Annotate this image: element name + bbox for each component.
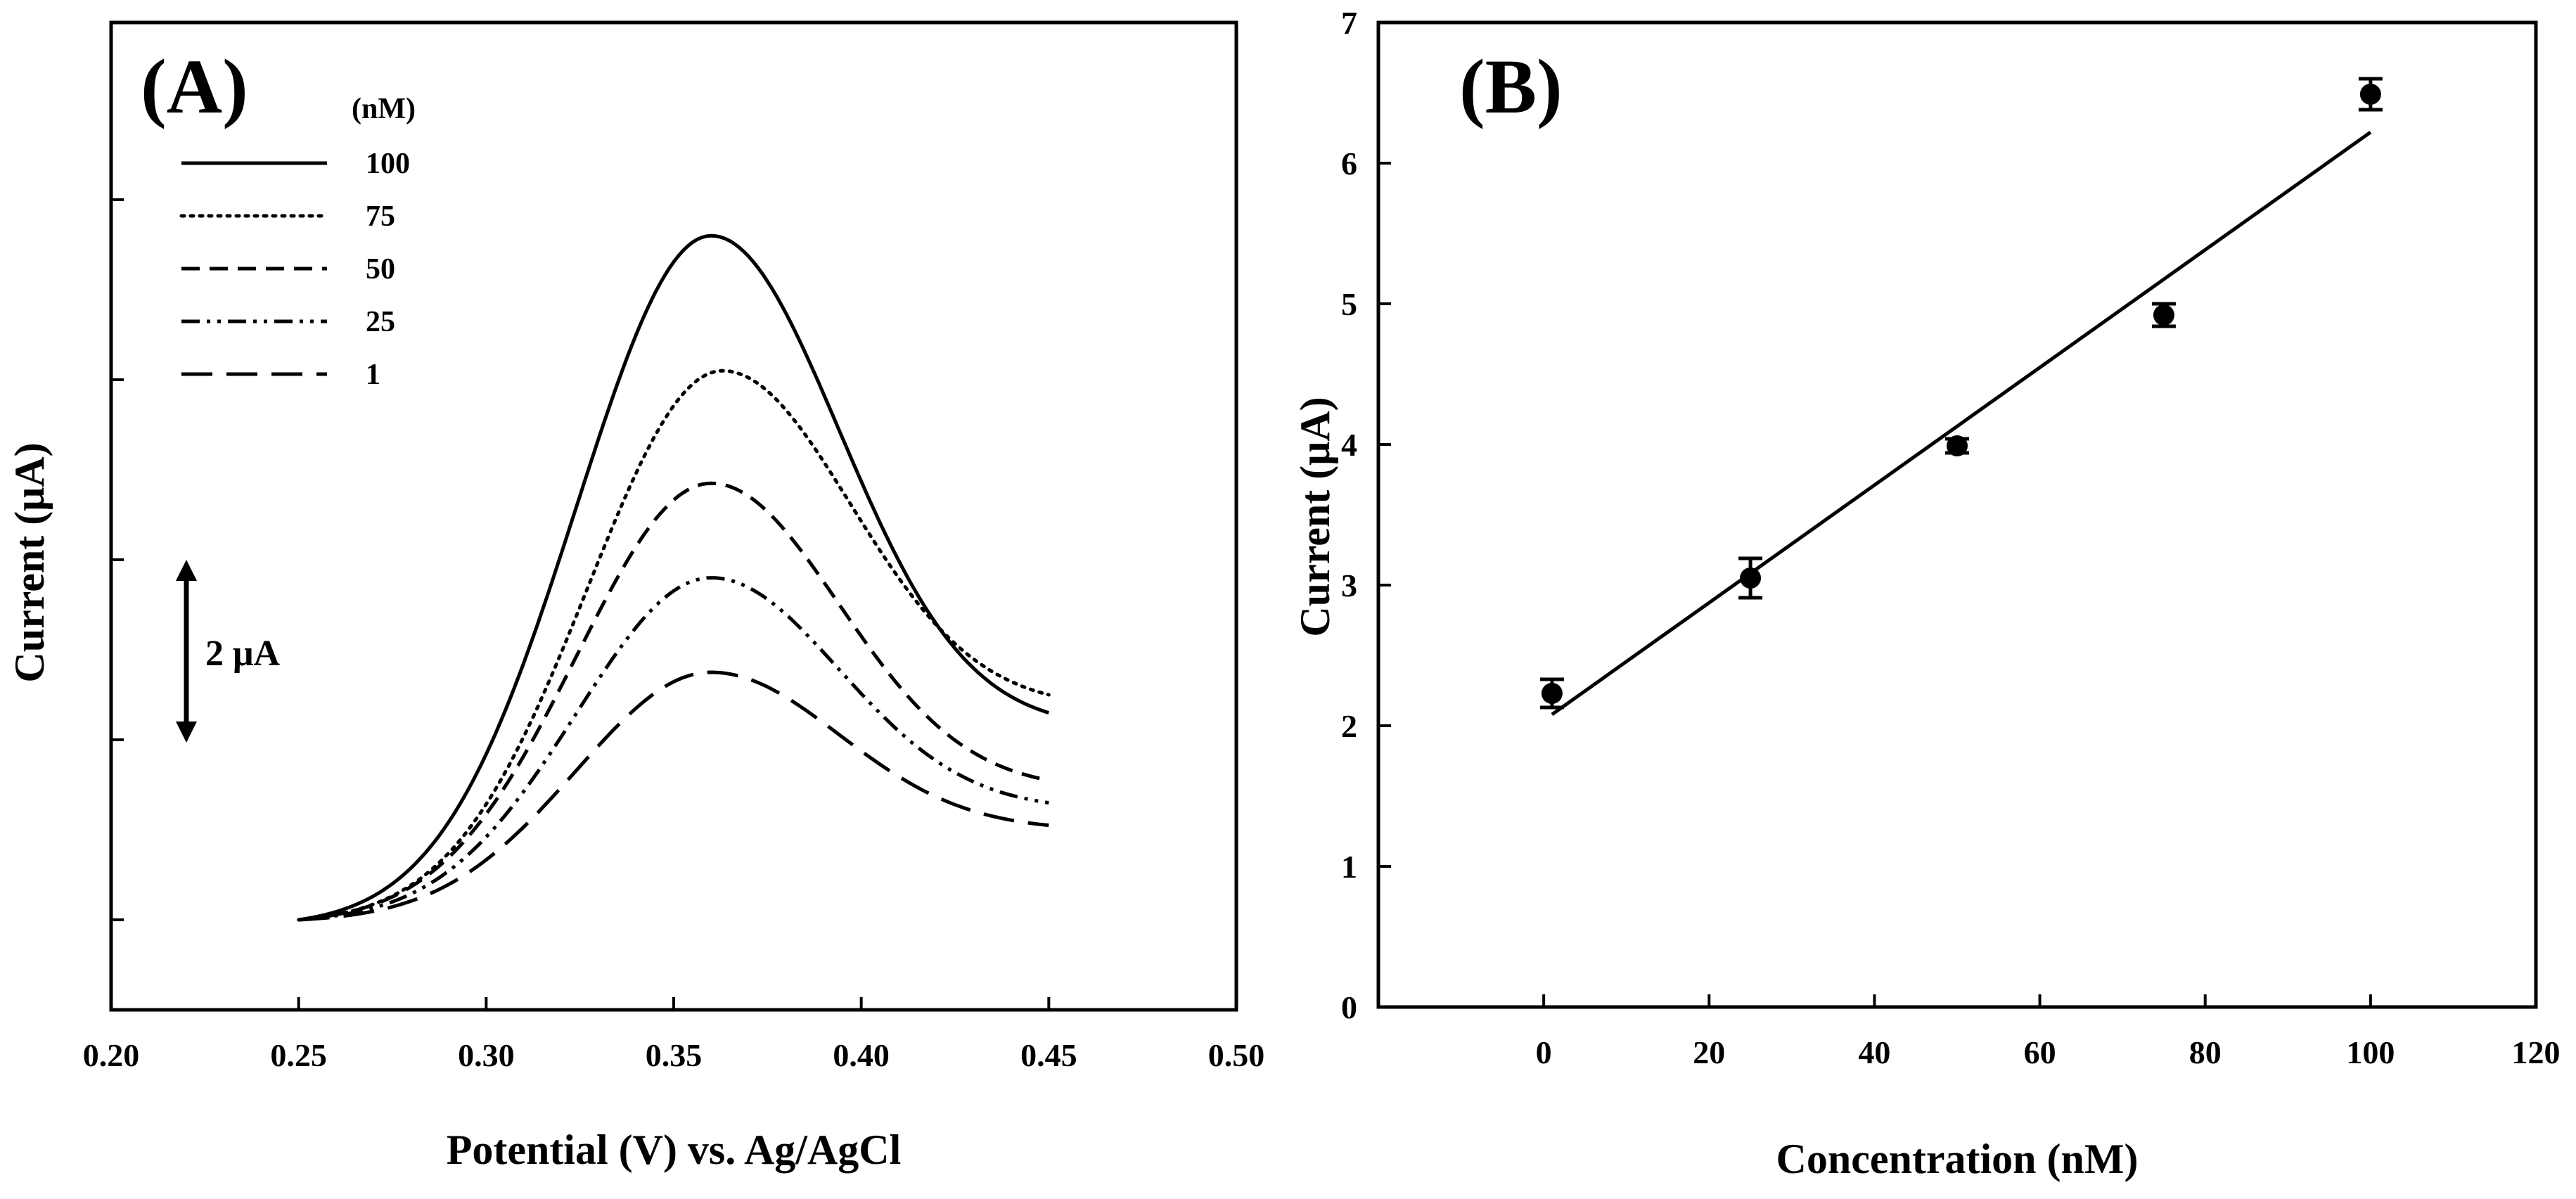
- data-marker: [2359, 84, 2381, 105]
- panel-b-xtick-label: 80: [2189, 1034, 2222, 1070]
- data-marker: [1541, 683, 1563, 704]
- legend-label-100: 100: [366, 148, 410, 180]
- panel-a-xtick-label: 0.25: [270, 1037, 327, 1073]
- panel-a-xtick-label: 0.50: [1208, 1037, 1265, 1073]
- panel-b-xtick-label: 60: [2024, 1034, 2056, 1070]
- scale-bar-label: 2 μA: [205, 634, 280, 674]
- panel-b-xtick-label: 40: [1858, 1034, 1890, 1070]
- panel-b-xtick-label: 20: [1693, 1034, 1725, 1070]
- legend-label-75: 75: [366, 200, 395, 233]
- panel-a-plot-frame: [109, 20, 1238, 1012]
- curve-75-nm: [297, 368, 1051, 922]
- panel-b-xtick-label: 100: [2346, 1034, 2395, 1070]
- panel-b-xtick-label: 120: [2512, 1034, 2561, 1070]
- legend-title: (nM): [352, 93, 416, 125]
- panel-b-ytick-label: 7: [1341, 5, 1357, 41]
- curve-50-nm: [298, 481, 1049, 922]
- scale-bar-arrow-bottom: [176, 722, 197, 743]
- panel-a-label: (A): [141, 44, 248, 129]
- panel-a-xtick-label: 0.20: [83, 1037, 140, 1073]
- panel-b: (B) Concentration (nM) Current (μA) 0 20 4…: [1292, 5, 2561, 1182]
- panel-b-points: [1539, 77, 2383, 710]
- panel-a: (A) Potential (V) vs. Ag/AgCl Current (μ…: [6, 20, 1265, 1173]
- panel-b-ytick-label: 6: [1341, 146, 1357, 181]
- panel-b-ticks: 0 20 40 60 80 100 120 0 1 2 3 4 5 6 7: [1341, 5, 2561, 1070]
- panel-b-ytick-label: 1: [1341, 849, 1357, 885]
- panel-b-xlabel: Concentration (nM): [1776, 1136, 2139, 1182]
- panel-a-xtick-label: 0.45: [1020, 1037, 1077, 1073]
- legend-label-25: 25: [366, 306, 395, 338]
- panel-b-plot-frame: [1376, 20, 2538, 1009]
- curve-1-nm: [298, 670, 1049, 922]
- panel-b-ytick-label: 3: [1341, 568, 1357, 603]
- legend-label-1: 1: [366, 359, 380, 391]
- panel-a-ylabel: Current (μA): [6, 442, 53, 682]
- panel-b-fit: [1551, 130, 2372, 717]
- panel-a-xtick-label: 0.40: [833, 1037, 890, 1073]
- panel-b-ytick-label: 4: [1341, 427, 1357, 463]
- panel-b-ytick-label: 5: [1341, 286, 1357, 322]
- data-marker: [2153, 304, 2174, 326]
- scale-bar: 2 μA: [176, 560, 280, 743]
- data-point-75: [2151, 302, 2176, 328]
- panel-b-xtick-label: 0: [1536, 1034, 1552, 1070]
- scale-bar-arrow-top: [176, 560, 197, 581]
- legend-label-50: 50: [366, 253, 395, 286]
- curve-100-nm: [298, 233, 1050, 922]
- panel-b-ytick-label: 0: [1341, 989, 1357, 1025]
- data-marker: [1740, 568, 1762, 589]
- panel-a-xlabel: Potential (V) vs. Ag/AgCl: [447, 1127, 902, 1173]
- panel-b-ylabel: Current (μA): [1292, 397, 1338, 636]
- data-point-1: [1539, 677, 1564, 710]
- panel-a-ticks: 0.20 0.25 0.30 0.35 0.40 0.45 0.50: [83, 198, 1265, 1073]
- panel-b-ytick-label: 2: [1341, 708, 1357, 744]
- fit-line: [1551, 130, 2372, 717]
- legend: 100 75 50 25 1: [179, 148, 410, 391]
- panel-a-curves: [297, 233, 1051, 922]
- data-point-50: [1945, 435, 1969, 456]
- curve-25-nm: [298, 576, 1049, 922]
- data-point-100: [2358, 77, 2383, 112]
- data-point-25: [1738, 556, 1763, 600]
- panel-a-xtick-label: 0.30: [458, 1037, 515, 1073]
- panel-b-label: (B): [1459, 44, 1563, 129]
- panel-a-xtick-label: 0.35: [646, 1037, 703, 1073]
- data-marker: [1947, 435, 1968, 456]
